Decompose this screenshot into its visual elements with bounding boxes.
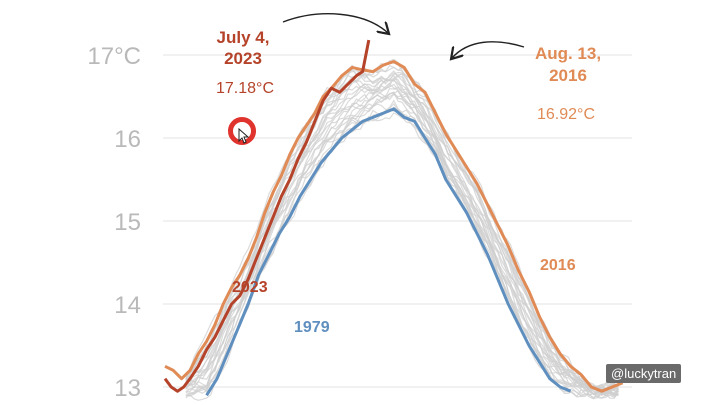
series-line-2016 [164,60,624,393]
annotation-2023-arrow [282,13,388,33]
annotation-2016-title-line2: 2016 [549,66,587,85]
series-label-2023: 2023 [232,279,268,296]
y-tick-label: 13 [114,375,141,402]
annotation-2023-title-line2: 2023 [224,49,262,68]
mouse-pointer-icon [238,128,250,144]
series-line-2023 [163,39,371,393]
y-tick-label: 16 [114,126,141,153]
background-year-line [185,93,619,395]
series-label-2016: 2016 [540,257,576,274]
annotation-2016-title-line1: Aug. 13, [535,44,601,63]
annotation-2023-value: 17.18°C [216,80,274,97]
background-year-line [185,73,619,391]
y-axis-ticks: 17°C 16 15 14 13 [87,43,141,402]
highlighted-series [163,39,624,397]
series-label-1979: 1979 [294,319,330,336]
background-year-line [185,90,619,396]
series-line-1979 [205,107,572,397]
annotation-2016-value: 16.92°C [537,106,595,123]
watermark-handle: @luckytran [606,364,682,383]
annotation-2023-title-line1: July 4, [217,28,270,47]
annotation-2016-arrow [452,41,525,58]
y-tick-label: 17°C [87,43,141,70]
y-tick-label: 15 [114,209,141,236]
y-tick-label: 14 [114,292,141,319]
